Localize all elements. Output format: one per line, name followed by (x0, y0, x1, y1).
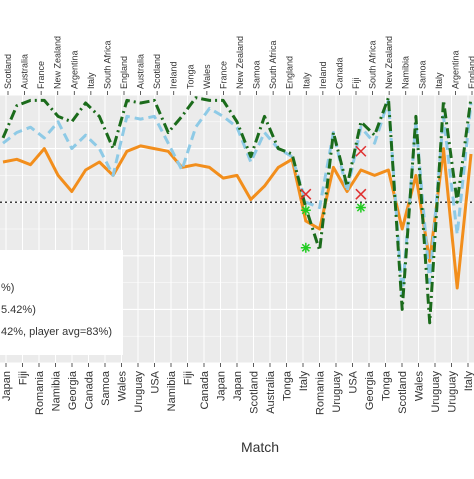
top-tick-label: Canada (334, 57, 344, 89)
top-tick-label: France (36, 61, 46, 89)
top-tick-label: Italy (301, 72, 311, 89)
top-tick-labels: Scotland Australia France New Zealand Argent… (3, 36, 474, 95)
top-tick-label: South Africa (102, 40, 112, 89)
bottom-tick-label: Georgia (364, 370, 376, 410)
bottom-tick-label: Uruguay (133, 371, 145, 413)
legend-line-3: 42%, player avg=83%) (1, 326, 112, 338)
bottom-tick-label: Italy (298, 371, 310, 392)
top-tick-label: England (467, 56, 474, 89)
asterisk-marker (301, 243, 310, 252)
series-lines (1, 96, 473, 325)
bottom-tick-label: USA (150, 370, 162, 393)
x-axis-label: Match (241, 439, 279, 455)
bottom-tick-label: Namibia (166, 370, 178, 411)
top-tick-label: Namibia (401, 56, 411, 89)
bottom-tick-label: Romania (34, 370, 46, 415)
bottom-tick-label: Samoa (100, 370, 112, 406)
top-tick-label: Samoa (417, 60, 427, 89)
asterisk-marker (356, 203, 365, 212)
bottom-tick-label: Japan (216, 371, 228, 401)
asterisk-marker (301, 206, 310, 215)
bottom-tick-label: Namibia (51, 370, 63, 411)
bottom-tick-label: Tonga (381, 370, 393, 401)
bottom-tick-label: Scotland (249, 371, 261, 414)
top-tick-label: Tonga (185, 64, 195, 89)
x-marker (355, 145, 367, 157)
bottom-tick-label: Canada (199, 370, 211, 409)
x-marker (355, 188, 367, 200)
top-tick-label: Australia (20, 54, 30, 89)
x-marker (300, 188, 312, 200)
legend-line-1: %) (1, 282, 14, 294)
top-tick-label: New Zealand (235, 36, 245, 89)
legend-line-2: 5.42%) (1, 304, 36, 316)
top-tick-label: South Africa (268, 40, 278, 89)
top-tick-label: Samoa (252, 60, 262, 89)
bottom-tick-label: Uruguay (331, 371, 343, 413)
bottom-tick-label: Uruguay (447, 371, 459, 413)
bottom-tick-labels: Japan Fiji Romania Namibia Georgia Canada Samo… (1, 363, 474, 415)
bottom-tick-label: Japan (232, 371, 244, 401)
bottom-tick-label: Italy (463, 371, 474, 392)
top-tick-label: Argentina (450, 50, 460, 89)
bottom-tick-label: Scotland (397, 371, 409, 414)
bottom-tick-label: Japan (1, 371, 13, 401)
top-tick-label: Fiji (351, 78, 361, 90)
top-tick-label: England (119, 56, 129, 89)
top-tick-label: Wales (202, 64, 212, 89)
bottom-tick-label: Australia (265, 370, 277, 414)
series-line-3 (1, 96, 473, 325)
bottom-tick-label: Canada (84, 370, 96, 409)
top-tick-label: New Zealand (384, 36, 394, 89)
top-tick-label: Scotland (3, 54, 13, 89)
bottom-tick-label: Wales (117, 371, 129, 402)
bottom-tick-label: Romania (315, 370, 327, 415)
bottom-tick-label: Wales (414, 371, 426, 402)
legend: %) 5.42%) 42%, player avg=83%) (0, 250, 123, 355)
legend-box (0, 250, 123, 355)
bottom-tick-label: Fiji (183, 371, 195, 385)
top-tick-label: France (218, 61, 228, 89)
top-tick-label: England (285, 56, 295, 89)
top-tick-label: Argentina (69, 50, 79, 89)
bottom-tick-label: Fiji (18, 371, 30, 385)
markers (300, 145, 367, 253)
top-tick-label: Italy (434, 72, 444, 89)
bottom-tick-label: Uruguay (430, 371, 442, 413)
series-line-2 (2, 98, 473, 298)
top-tick-label: Scotland (152, 54, 162, 89)
bottom-tick-label: Georgia (67, 370, 79, 410)
bottom-tick-label: Tonga (282, 370, 294, 401)
top-tick-label: Australia (136, 54, 146, 89)
top-tick-label: South Africa (368, 40, 378, 89)
top-tick-label: Ireland (169, 61, 179, 89)
bottom-tick-label: USA (348, 370, 360, 393)
top-tick-label: Italy (86, 72, 96, 89)
top-tick-label: Ireland (318, 61, 328, 89)
top-tick-label: New Zealand (53, 36, 63, 89)
